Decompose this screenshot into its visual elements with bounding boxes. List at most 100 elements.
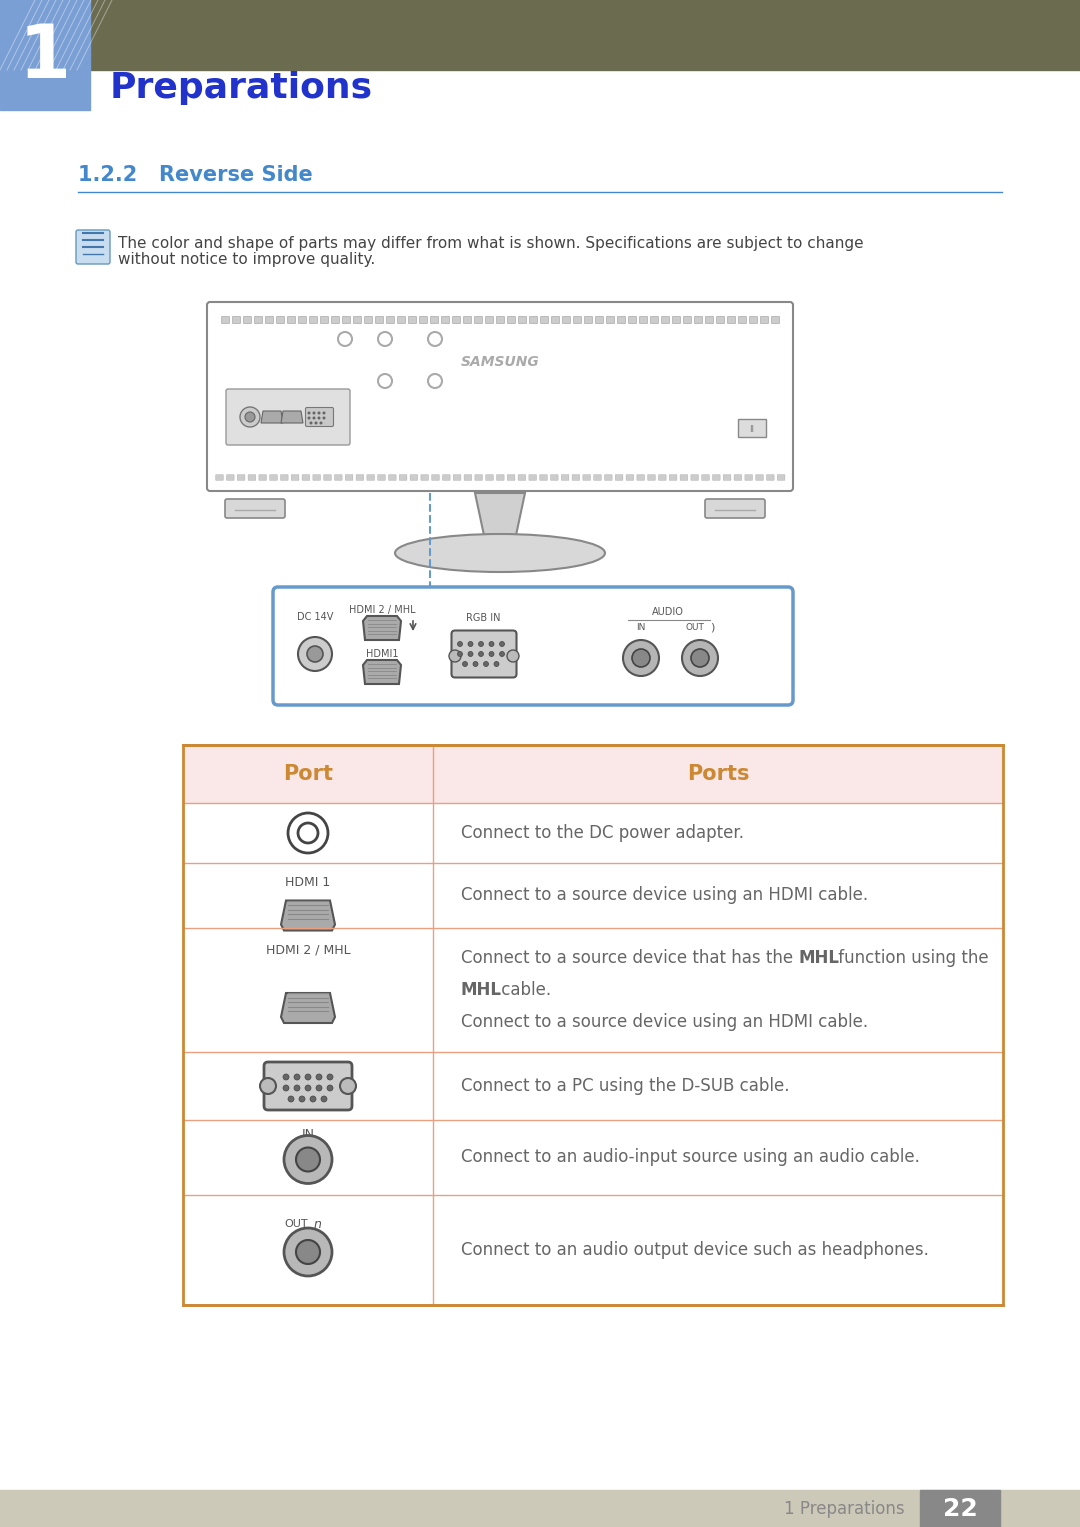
Text: cable.: cable.	[496, 980, 551, 999]
FancyBboxPatch shape	[442, 316, 449, 324]
Circle shape	[305, 1086, 311, 1090]
Text: HDMI 1: HDMI 1	[285, 876, 330, 890]
FancyBboxPatch shape	[342, 316, 351, 324]
FancyBboxPatch shape	[400, 475, 407, 481]
Circle shape	[310, 1096, 316, 1102]
FancyBboxPatch shape	[767, 475, 774, 481]
Circle shape	[323, 411, 325, 414]
Circle shape	[499, 652, 504, 657]
Circle shape	[507, 651, 519, 663]
Bar	[0, 1490, 1080, 1527]
FancyBboxPatch shape	[408, 316, 417, 324]
FancyBboxPatch shape	[573, 316, 581, 324]
FancyBboxPatch shape	[540, 475, 548, 481]
Circle shape	[681, 640, 718, 676]
Text: 22: 22	[943, 1496, 977, 1521]
FancyBboxPatch shape	[562, 475, 569, 481]
Circle shape	[318, 417, 321, 420]
Text: Connect to a PC using the D-SUB cable.: Connect to a PC using the D-SUB cable.	[461, 1077, 789, 1095]
FancyBboxPatch shape	[694, 316, 702, 324]
Text: The color and shape of parts may differ from what is shown. Specifications are s: The color and shape of parts may differ …	[118, 237, 864, 250]
Circle shape	[499, 641, 504, 646]
FancyBboxPatch shape	[226, 389, 350, 444]
Polygon shape	[363, 660, 401, 684]
FancyBboxPatch shape	[750, 316, 757, 324]
Circle shape	[316, 1086, 322, 1090]
FancyBboxPatch shape	[225, 499, 285, 518]
FancyBboxPatch shape	[332, 316, 339, 324]
FancyBboxPatch shape	[637, 475, 645, 481]
FancyBboxPatch shape	[607, 316, 615, 324]
Circle shape	[691, 649, 708, 667]
Text: without notice to improve quality.: without notice to improve quality.	[118, 252, 375, 267]
Text: OUT: OUT	[284, 1219, 308, 1229]
Circle shape	[299, 1096, 305, 1102]
Circle shape	[494, 661, 499, 666]
FancyBboxPatch shape	[486, 316, 494, 324]
FancyBboxPatch shape	[648, 475, 656, 481]
Bar	[183, 928, 1003, 1052]
Circle shape	[458, 641, 462, 646]
Circle shape	[318, 411, 321, 414]
Polygon shape	[281, 901, 335, 930]
FancyBboxPatch shape	[563, 316, 570, 324]
Text: RGB IN: RGB IN	[465, 612, 500, 623]
Circle shape	[468, 652, 473, 657]
FancyBboxPatch shape	[529, 316, 538, 324]
FancyBboxPatch shape	[724, 475, 731, 481]
Circle shape	[320, 421, 323, 425]
Text: OUT: OUT	[686, 623, 704, 632]
FancyBboxPatch shape	[356, 475, 364, 481]
FancyBboxPatch shape	[324, 475, 332, 481]
Circle shape	[484, 661, 488, 666]
FancyBboxPatch shape	[387, 316, 394, 324]
Circle shape	[283, 1086, 289, 1090]
FancyBboxPatch shape	[238, 475, 245, 481]
FancyBboxPatch shape	[367, 475, 375, 481]
FancyBboxPatch shape	[518, 475, 526, 481]
FancyBboxPatch shape	[583, 475, 591, 481]
Text: Preparations: Preparations	[110, 70, 373, 105]
FancyBboxPatch shape	[728, 316, 735, 324]
Text: 1 Preparations: 1 Preparations	[784, 1500, 905, 1518]
FancyBboxPatch shape	[232, 316, 241, 324]
FancyBboxPatch shape	[756, 475, 764, 481]
FancyBboxPatch shape	[497, 475, 504, 481]
FancyBboxPatch shape	[616, 475, 623, 481]
Circle shape	[296, 1240, 320, 1264]
Circle shape	[312, 411, 315, 414]
FancyBboxPatch shape	[705, 499, 765, 518]
Circle shape	[284, 1228, 332, 1277]
Circle shape	[458, 652, 462, 657]
Circle shape	[288, 1096, 294, 1102]
Text: HDMI1: HDMI1	[366, 649, 399, 660]
Circle shape	[478, 641, 484, 646]
Circle shape	[623, 640, 659, 676]
Text: 1: 1	[19, 21, 71, 95]
FancyBboxPatch shape	[639, 316, 648, 324]
FancyBboxPatch shape	[572, 475, 580, 481]
Text: 1.2.2   Reverse Side: 1.2.2 Reverse Side	[78, 165, 313, 185]
Bar	[183, 863, 1003, 928]
FancyBboxPatch shape	[595, 316, 604, 324]
Text: HDMI 2 / MHL: HDMI 2 / MHL	[349, 605, 416, 615]
FancyBboxPatch shape	[221, 316, 229, 324]
Circle shape	[489, 652, 494, 657]
FancyBboxPatch shape	[255, 316, 262, 324]
Ellipse shape	[395, 534, 605, 573]
Text: Port: Port	[283, 764, 333, 783]
FancyBboxPatch shape	[292, 475, 299, 481]
FancyBboxPatch shape	[243, 316, 252, 324]
FancyBboxPatch shape	[270, 475, 278, 481]
FancyBboxPatch shape	[273, 586, 793, 705]
FancyBboxPatch shape	[594, 475, 602, 481]
FancyBboxPatch shape	[281, 475, 288, 481]
Text: Connect to a source device that has the: Connect to a source device that has the	[461, 948, 798, 967]
FancyBboxPatch shape	[443, 475, 450, 481]
Bar	[183, 745, 1003, 1306]
FancyBboxPatch shape	[518, 316, 527, 324]
FancyBboxPatch shape	[551, 475, 558, 481]
FancyBboxPatch shape	[702, 475, 710, 481]
FancyBboxPatch shape	[389, 475, 396, 481]
Circle shape	[478, 652, 484, 657]
